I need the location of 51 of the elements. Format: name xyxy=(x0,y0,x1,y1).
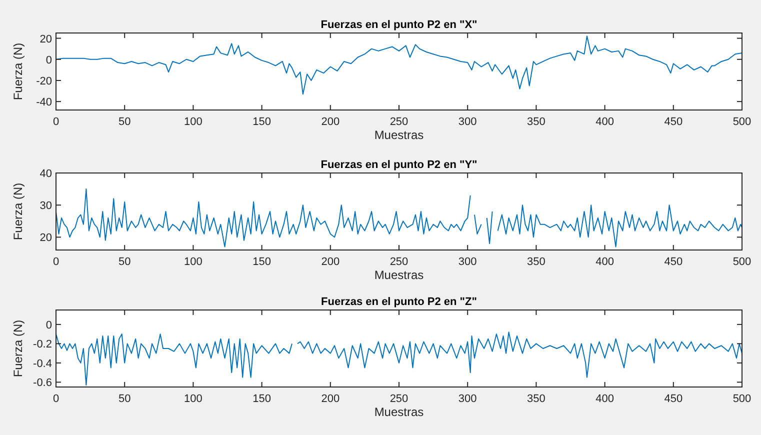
x-tick-label: 200 xyxy=(321,393,340,405)
y-axis-title: Fuerza (N) xyxy=(11,320,25,378)
x-tick-label: 450 xyxy=(664,393,683,405)
x-tick-label: 50 xyxy=(118,256,131,268)
x-tick-label: 50 xyxy=(118,116,131,128)
y-tick-label: -0.6 xyxy=(33,377,52,390)
chart-title: Fuerzas en el punto P2 en "Z" xyxy=(321,296,477,308)
y-tick-label: -0.4 xyxy=(33,358,52,370)
x-tick-label: 50 xyxy=(118,393,131,405)
x-tick-label: 500 xyxy=(732,393,752,405)
x-tick-label: 300 xyxy=(458,256,477,268)
chart-title: Fuerzas en el punto P2 en "X" xyxy=(320,19,478,31)
x-tick-label: 200 xyxy=(321,116,340,128)
y-tick-label: 30 xyxy=(40,200,52,212)
x-tick-label: 150 xyxy=(252,393,271,405)
y-tick-label: 40 xyxy=(40,168,52,180)
x-tick-label: 100 xyxy=(184,393,202,405)
x-tick-label: 250 xyxy=(390,256,408,268)
x-tick-label: 300 xyxy=(458,116,477,128)
x-tick-label: 450 xyxy=(664,116,683,128)
y-axis-title: Fuerza (N) xyxy=(11,42,25,100)
x-tick-label: 500 xyxy=(732,116,752,128)
x-tick-label: 250 xyxy=(390,116,408,128)
x-axis-title: Muestras xyxy=(374,128,424,142)
x-axis-title: Muestras xyxy=(374,268,424,282)
x-tick-label: 150 xyxy=(252,256,271,268)
x-tick-label: 150 xyxy=(252,116,271,128)
x-tick-label: 100 xyxy=(184,256,202,268)
y-tick-label: -20 xyxy=(36,75,52,88)
x-tick-label: 350 xyxy=(527,393,546,405)
x-tick-label: 350 xyxy=(527,256,546,268)
y-tick-label: -0.2 xyxy=(33,338,52,351)
x-tick-label: 500 xyxy=(732,256,752,268)
x-tick-label: 250 xyxy=(390,393,408,405)
y-axis-title: Fuerza (N) xyxy=(11,182,25,240)
y-tick-label: -40 xyxy=(36,96,52,109)
x-tick-label: 100 xyxy=(184,116,202,128)
x-tick-label: 350 xyxy=(527,116,546,128)
y-tick-label: 20 xyxy=(40,232,52,244)
x-tick-label: 400 xyxy=(596,116,614,128)
chart-title: Fuerzas en el punto P2 en "Y" xyxy=(320,159,478,171)
y-tick-label: 0 xyxy=(46,54,52,66)
x-tick-label: 400 xyxy=(596,256,614,268)
x-axis-title: Muestras xyxy=(374,405,424,419)
line-series xyxy=(56,36,742,95)
x-tick-label: 450 xyxy=(664,256,683,268)
x-tick-label: 200 xyxy=(321,256,340,268)
y-tick-label: 0 xyxy=(46,319,52,332)
x-tick-label: 300 xyxy=(458,393,477,405)
x-tick-label: 400 xyxy=(596,393,614,405)
y-tick-label: 20 xyxy=(40,33,52,46)
